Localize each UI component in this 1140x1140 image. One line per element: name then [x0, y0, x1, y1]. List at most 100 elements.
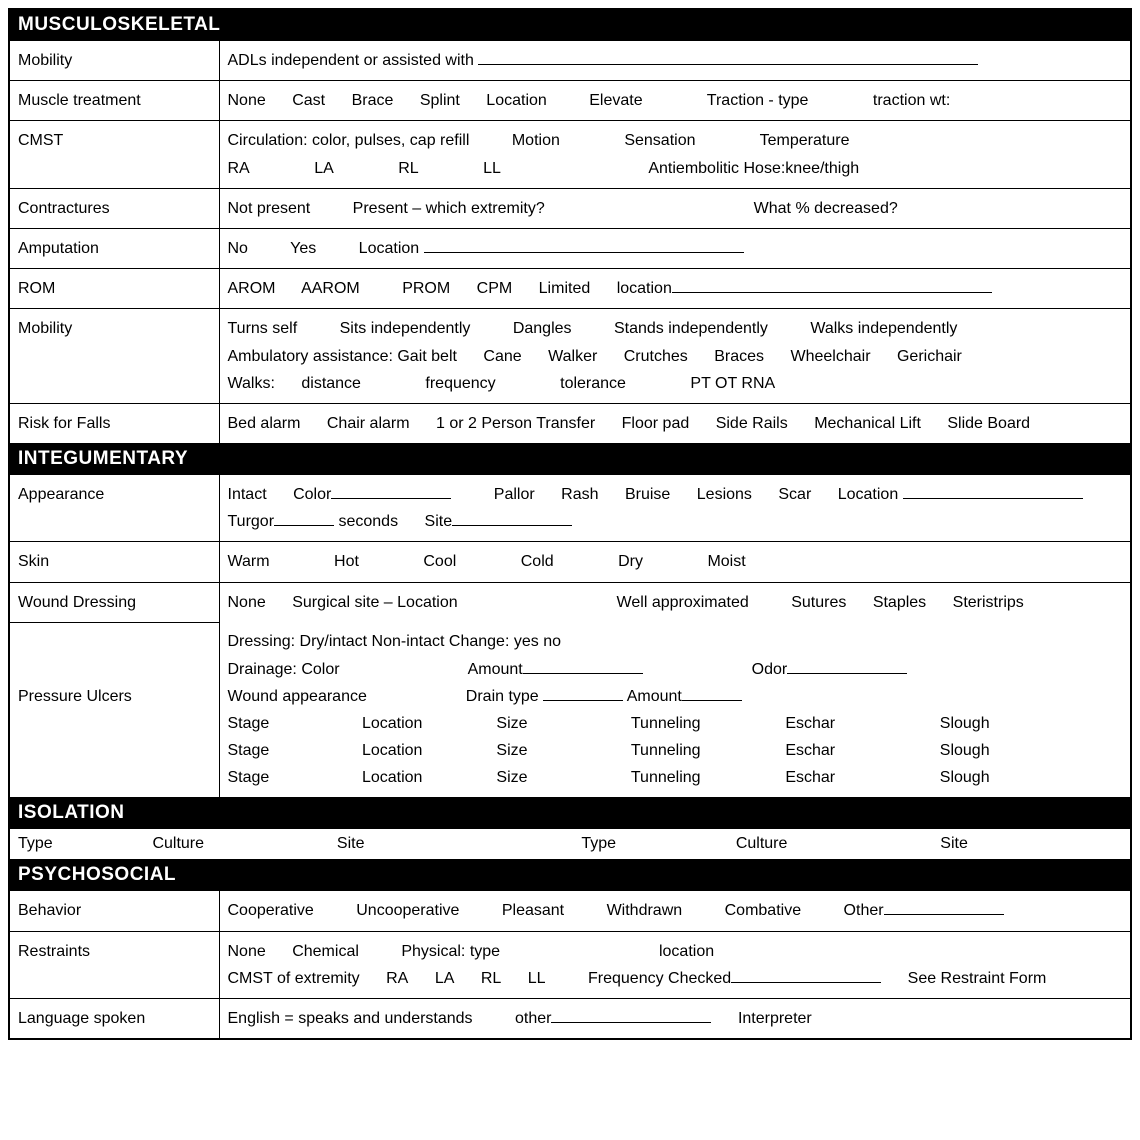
- blank-line[interactable]: [903, 483, 1083, 499]
- row-restraints: Restraints None Chemical Physical: type …: [9, 931, 1131, 998]
- row-muscle-treatment: Muscle treatment None Cast Brace Splint …: [9, 81, 1131, 121]
- row-mobility-adl: Mobility ADLs independent or assisted wi…: [9, 41, 1131, 81]
- blank-line[interactable]: [523, 658, 643, 674]
- blank-line[interactable]: [682, 685, 742, 701]
- opt[interactable]: Pallor: [494, 486, 535, 503]
- opt[interactable]: None: [228, 594, 266, 611]
- label-language: Language spoken: [9, 999, 219, 1040]
- opt[interactable]: Cold: [521, 553, 554, 570]
- opt[interactable]: 1 or 2 Person Transfer: [436, 415, 595, 432]
- opt[interactable]: RA: [386, 970, 408, 987]
- opt: Amount: [627, 688, 682, 705]
- opt[interactable]: None: [228, 943, 266, 960]
- opt[interactable]: Intact: [228, 486, 267, 503]
- opt[interactable]: Gait belt: [397, 348, 457, 365]
- opt[interactable]: Splint: [420, 92, 460, 109]
- opt[interactable]: Brace: [352, 92, 394, 109]
- blank-line[interactable]: [543, 685, 623, 701]
- blank-line[interactable]: [452, 510, 572, 526]
- blank-line[interactable]: [787, 658, 907, 674]
- blank-line[interactable]: [672, 277, 992, 293]
- opt: Turgor: [228, 513, 275, 530]
- opt[interactable]: No: [228, 240, 248, 257]
- blank-line[interactable]: [551, 1007, 711, 1023]
- opt[interactable]: Physical: type: [401, 943, 500, 960]
- opt[interactable]: Traction - type: [707, 92, 809, 109]
- opt[interactable]: Present – which extremity?: [353, 200, 545, 217]
- opt[interactable]: Scar: [778, 486, 811, 503]
- opt[interactable]: Hot: [334, 553, 359, 570]
- blank-line[interactable]: [274, 510, 334, 526]
- opt[interactable]: Cane: [483, 348, 521, 365]
- opt[interactable]: Bed alarm: [228, 415, 301, 432]
- opt[interactable]: Slide Board: [947, 415, 1030, 432]
- opt[interactable]: Sutures: [791, 594, 846, 611]
- blank-line[interactable]: [884, 899, 1004, 915]
- opt[interactable]: None: [228, 92, 266, 109]
- opt[interactable]: Cast: [292, 92, 325, 109]
- opt[interactable]: RL: [481, 970, 501, 987]
- opt[interactable]: Not present: [228, 200, 311, 217]
- opt[interactable]: Cool: [423, 553, 456, 570]
- opt[interactable]: LA: [314, 160, 334, 177]
- label-pressure-ulcers: Pressure Ulcers: [9, 622, 219, 798]
- opt[interactable]: Elevate: [589, 92, 642, 109]
- opt[interactable]: PROM: [402, 280, 450, 297]
- opt[interactable]: Lesions: [697, 486, 752, 503]
- opt[interactable]: traction wt:: [873, 92, 950, 109]
- opt[interactable]: Well approximated: [617, 594, 749, 611]
- opt[interactable]: Braces: [714, 348, 764, 365]
- opt[interactable]: Staples: [873, 594, 926, 611]
- opt[interactable]: PT OT RNA: [690, 375, 775, 392]
- opt[interactable]: Pleasant: [502, 902, 564, 919]
- section-header-isolation: ISOLATION: [9, 798, 1131, 829]
- opt[interactable]: Dry: [618, 553, 643, 570]
- text: CMST of extremity: [228, 970, 360, 987]
- opt[interactable]: Wheelchair: [790, 348, 870, 365]
- opt[interactable]: Crutches: [624, 348, 688, 365]
- opt[interactable]: CPM: [477, 280, 513, 297]
- opt[interactable]: Moist: [707, 553, 745, 570]
- opt[interactable]: Mechanical Lift: [814, 415, 921, 432]
- opt: Sensation: [624, 132, 695, 149]
- opt[interactable]: Gerichair: [897, 348, 962, 365]
- opt[interactable]: RL: [398, 160, 418, 177]
- col: Site: [337, 835, 577, 853]
- opt[interactable]: What % decreased?: [754, 200, 898, 217]
- opt[interactable]: Floor pad: [622, 415, 690, 432]
- opt[interactable]: Steristrips: [953, 594, 1024, 611]
- opt[interactable]: LA: [435, 970, 455, 987]
- opt[interactable]: AROM: [228, 280, 276, 297]
- opt[interactable]: AAROM: [301, 280, 360, 297]
- opt[interactable]: Warm: [228, 553, 270, 570]
- opt[interactable]: Turns self: [228, 320, 298, 337]
- opt[interactable]: Bruise: [625, 486, 670, 503]
- opt[interactable]: Yes: [290, 240, 316, 257]
- opt[interactable]: Limited: [539, 280, 591, 297]
- blank-line[interactable]: [424, 237, 744, 253]
- opt[interactable]: RA: [228, 160, 250, 177]
- opt[interactable]: Rash: [561, 486, 598, 503]
- opt[interactable]: Walker: [548, 348, 597, 365]
- opt[interactable]: Side Rails: [716, 415, 788, 432]
- blank-line[interactable]: [478, 49, 978, 65]
- opt[interactable]: Chemical: [292, 943, 359, 960]
- blank-line[interactable]: [731, 967, 881, 983]
- opt[interactable]: Sits independently: [340, 320, 471, 337]
- opt[interactable]: Surgical site – Location: [292, 594, 457, 611]
- opt[interactable]: Combative: [725, 902, 801, 919]
- opt[interactable]: Cooperative: [228, 902, 314, 919]
- opt[interactable]: LL: [483, 160, 500, 177]
- opt[interactable]: Chair alarm: [327, 415, 410, 432]
- opt[interactable]: Dangles: [513, 320, 572, 337]
- opt[interactable]: Stands independently: [614, 320, 768, 337]
- opt[interactable]: Location: [486, 92, 547, 109]
- opt: location: [659, 943, 714, 960]
- opt[interactable]: English = speaks and understands: [228, 1010, 473, 1027]
- opt[interactable]: Uncooperative: [356, 902, 459, 919]
- opt[interactable]: Withdrawn: [607, 902, 683, 919]
- opt: Temperature: [760, 132, 850, 149]
- blank-line[interactable]: [331, 483, 451, 499]
- opt[interactable]: Walks independently: [810, 320, 957, 337]
- opt[interactable]: LL: [528, 970, 546, 987]
